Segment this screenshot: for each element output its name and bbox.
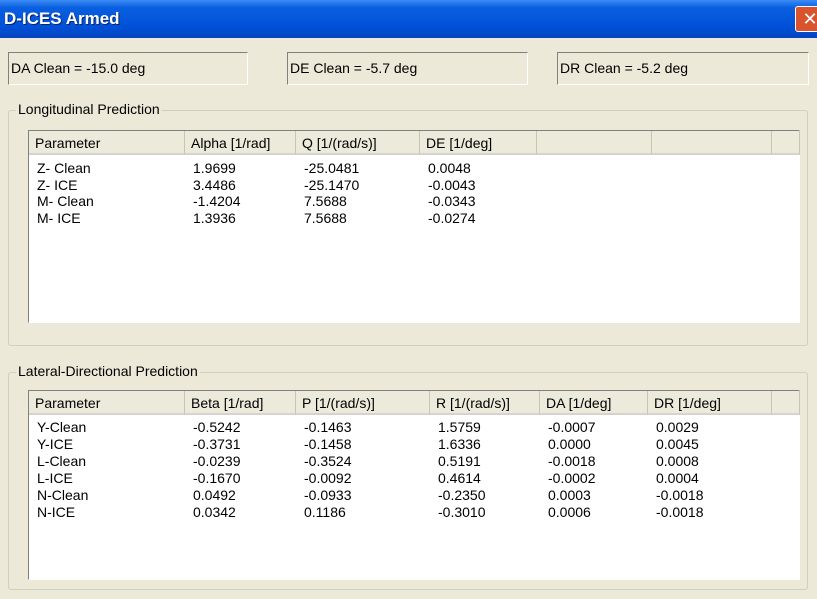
table-cell: 0.0048: [428, 160, 471, 176]
table-cell: -0.0018: [656, 487, 704, 503]
column-header[interactable]: DR [1/deg]: [648, 391, 772, 415]
table-cell: -0.1670: [193, 470, 241, 486]
column-header[interactable]: Beta [1/rad]: [185, 391, 296, 415]
table-cell: -0.2350: [438, 487, 486, 503]
group-box: [8, 372, 808, 590]
readout-field: DE Clean = -5.7 deg: [287, 52, 528, 85]
table-cell: -0.5242: [193, 419, 241, 435]
table-cell: 0.0342: [193, 504, 236, 520]
column-header[interactable]: P [1/(rad/s)]: [296, 391, 430, 415]
table-cell: -0.0043: [428, 176, 476, 193]
table-cell: 0.0045: [656, 436, 699, 452]
title-bar: [0, 0, 817, 38]
table-cell: -25.1470: [304, 176, 360, 193]
table-cell: 7.5688: [304, 193, 347, 209]
table-cell: -0.0018: [548, 453, 596, 469]
table-cell: -25.0481: [304, 160, 360, 176]
column-header[interactable]: [652, 131, 772, 155]
table-cell: 0.0008: [656, 453, 699, 469]
table-cell: 0.0029: [656, 419, 699, 435]
table-cell: N-ICE: [37, 504, 76, 520]
column-header[interactable]: [772, 391, 800, 415]
table-cell: Y-Clean: [37, 419, 87, 435]
table-cell: -0.1463: [304, 419, 352, 435]
list-view: [28, 130, 800, 323]
readout-field: DA Clean = -15.0 deg: [8, 52, 248, 85]
group-title: Longitudinal Prediction: [16, 101, 162, 117]
table-cell: L-ICE: [37, 470, 73, 486]
column-header[interactable]: R [1/(rad/s)]: [430, 391, 540, 415]
table-cell: 7.5688: [304, 209, 347, 226]
table-cell: N-Clean: [37, 487, 89, 503]
column-header[interactable]: [537, 131, 652, 155]
group-title: Lateral-Directional Prediction: [16, 363, 200, 379]
column-header[interactable]: Q [1/(rad/s)]: [296, 131, 420, 155]
table-cell: -0.0343: [428, 193, 476, 209]
table-cell: 1.6336: [438, 436, 481, 452]
table-cell: -0.3731: [193, 436, 241, 452]
table-cell: -0.0239: [193, 453, 241, 469]
window-title: D-ICES Armed: [4, 9, 120, 28]
table-cell: 1.9699: [193, 160, 236, 176]
close-button[interactable]: ✕: [795, 6, 817, 32]
table-cell: M- Clean: [37, 193, 94, 209]
table-cell: Z- Clean: [37, 160, 91, 176]
table-cell: -0.0092: [304, 470, 352, 486]
column-header[interactable]: DE [1/deg]: [420, 131, 537, 155]
table-cell: -0.3010: [438, 504, 486, 520]
table-cell: -0.0018: [656, 504, 704, 520]
table-cell: 0.1186: [304, 504, 346, 520]
table-cell: -0.3524: [304, 453, 352, 469]
table-cell: 0.0000: [548, 436, 591, 452]
table-cell: 0.4614: [438, 470, 481, 486]
table-cell: -0.0933: [304, 487, 352, 503]
table-cell: Y-ICE: [37, 436, 74, 452]
table-cell: -1.4204: [193, 193, 241, 209]
column-header[interactable]: Alpha [1/rad]: [185, 131, 296, 155]
readout-field: DR Clean = -5.2 deg: [557, 52, 809, 85]
table-cell: M- ICE: [37, 209, 81, 226]
table-cell: 0.0492: [193, 487, 236, 503]
table-cell: -0.0274: [428, 209, 476, 226]
table-cell: 0.0003: [548, 487, 591, 503]
column-header[interactable]: Parameter: [29, 131, 185, 155]
group-box: [8, 110, 808, 346]
column-header[interactable]: [772, 131, 800, 155]
column-header[interactable]: DA [1/deg]: [540, 391, 648, 415]
list-view: [28, 390, 800, 580]
table-cell: -0.0002: [548, 470, 596, 486]
table-cell: -0.1458: [304, 436, 352, 452]
table-cell: L-Clean: [37, 453, 87, 469]
column-header[interactable]: Parameter: [29, 391, 185, 415]
table-cell: 0.0004: [656, 470, 699, 486]
table-cell: 3.4486: [193, 176, 236, 193]
table-cell: 0.0006: [548, 504, 591, 520]
table-cell: -0.0007: [548, 419, 596, 435]
table-cell: 0.5191: [438, 453, 481, 469]
table-cell: Z- ICE: [37, 176, 78, 193]
table-cell: 1.5759: [438, 419, 481, 435]
table-cell: 1.3936: [193, 209, 236, 226]
